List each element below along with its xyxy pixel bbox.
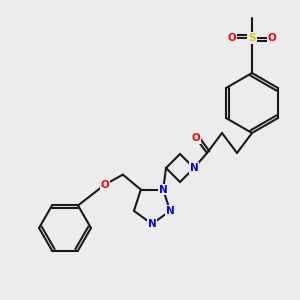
Text: N: N	[148, 219, 156, 229]
Text: O: O	[228, 33, 236, 43]
Text: O: O	[192, 133, 200, 143]
Text: O: O	[100, 180, 109, 190]
Text: S: S	[248, 33, 256, 43]
Text: O: O	[268, 33, 276, 43]
Text: N: N	[166, 206, 174, 216]
Text: N: N	[159, 184, 167, 195]
Text: N: N	[190, 163, 198, 173]
